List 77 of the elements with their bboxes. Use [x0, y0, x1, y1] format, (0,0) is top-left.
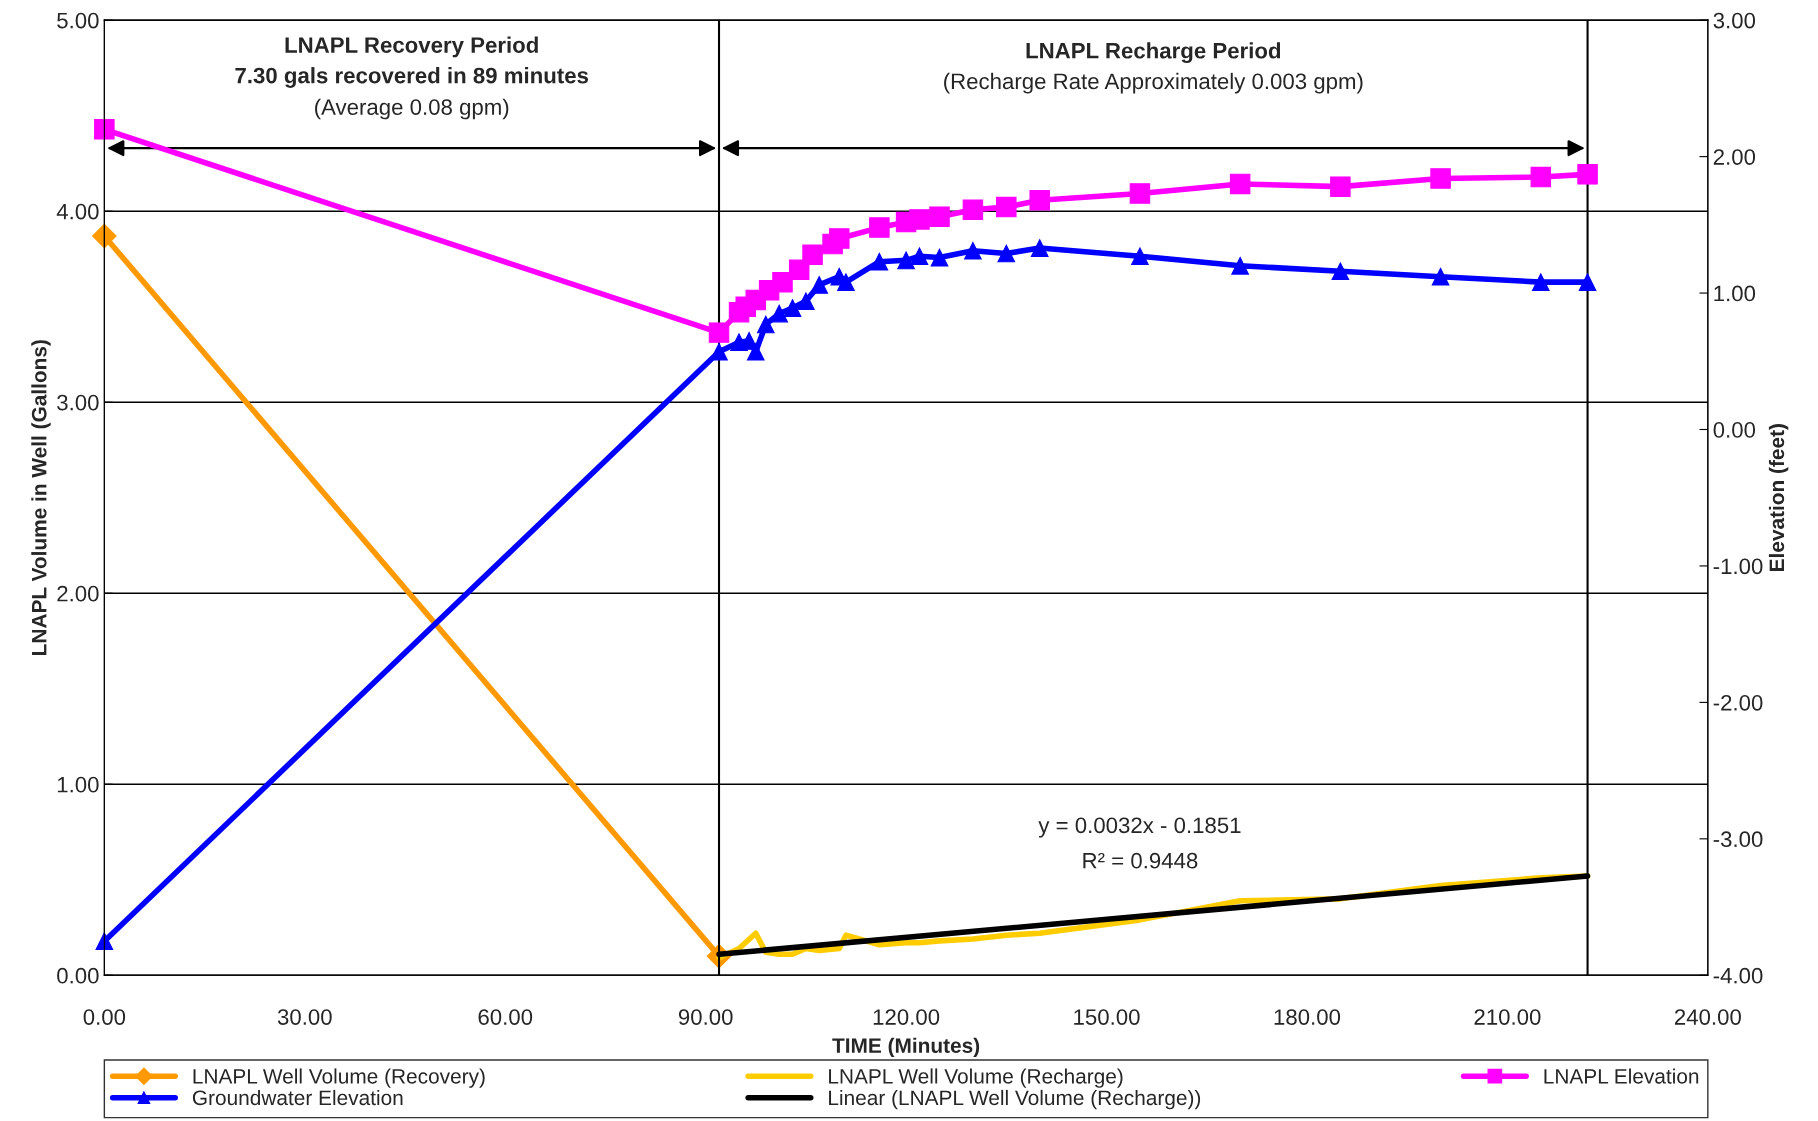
legend-label: LNAPL Well Volume (Recharge): [829, 1068, 1123, 1088]
y-tick-label: 2.00: [57, 585, 99, 602]
point: [829, 228, 850, 249]
point: [802, 244, 823, 266]
annotation: R² = 0.9448: [1083, 852, 1198, 869]
x-tick-label: 30.00: [277, 1009, 332, 1025]
annotation: 7.30 gals recovered in 89 minutes: [235, 67, 589, 88]
y2-tick-label: 2.00: [1713, 149, 1756, 165]
point: [1030, 239, 1049, 257]
point: [1577, 164, 1598, 185]
x-tick-label: 120.00: [873, 1009, 940, 1025]
point: [910, 247, 929, 266]
point: [797, 292, 815, 311]
point: [837, 273, 855, 291]
point: [708, 322, 730, 343]
y-tick-label: 0.00: [57, 967, 99, 984]
point: [783, 299, 802, 317]
point: [756, 315, 775, 334]
y2-tick-label: 3.00: [1713, 12, 1756, 29]
x-tick-label: 150.00: [1074, 1009, 1140, 1025]
x-tick-label: 60.00: [478, 1009, 533, 1025]
point: [1431, 267, 1450, 286]
point: [909, 209, 930, 230]
y2-tick-label: 0.00: [1713, 422, 1756, 438]
x-tick-label: 90.00: [678, 1009, 733, 1025]
point: [997, 244, 1016, 263]
y2-axis-title: Elevation (feet): [1768, 424, 1789, 571]
point: [962, 199, 984, 221]
legend-label: LNAPL Elevation: [1544, 1068, 1699, 1084]
legend-label: Linear (LNAPL Well Volume (Recharge)): [829, 1089, 1201, 1110]
point: [1029, 190, 1050, 211]
x-tick-label: 240.00: [1674, 1009, 1741, 1025]
y2-tick-label: -2.00: [1713, 694, 1763, 711]
point: [1331, 262, 1350, 281]
annotation: y = 0.0032x - 0.1851: [1038, 817, 1241, 838]
point: [1578, 273, 1597, 291]
point: [772, 271, 793, 293]
point: [1430, 168, 1451, 189]
point: [996, 196, 1017, 218]
point: [930, 248, 949, 267]
y2-tick-label: 1.00: [1714, 285, 1756, 302]
point: [929, 206, 950, 227]
point: [94, 119, 115, 140]
point: [1530, 166, 1552, 188]
annotation: (Recharge Rate Approximately 0.003 gpm): [944, 72, 1363, 94]
point: [897, 251, 915, 270]
point: [1229, 173, 1251, 195]
point: [1129, 183, 1151, 204]
y-tick-label: 5.00: [57, 12, 99, 29]
y-axis-title: LNAPL Volume in Well (Gallons): [31, 340, 51, 655]
point: [746, 342, 765, 361]
point: [870, 252, 889, 271]
point: [1131, 247, 1149, 266]
y-tick-label: 3.00: [57, 394, 99, 411]
legend-label: LNAPL Well Volume (Recovery): [193, 1068, 485, 1088]
point: [1231, 256, 1249, 275]
x-tick-label: 0.00: [83, 1009, 126, 1025]
point: [710, 342, 728, 361]
point: [770, 304, 788, 323]
point: [1531, 273, 1550, 291]
y2-tick-label: -1.00: [1713, 558, 1763, 575]
annotation: LNAPL Recovery Period: [285, 36, 538, 58]
point: [95, 932, 114, 951]
point: [1330, 176, 1351, 197]
y-tick-label: 1.00: [57, 776, 99, 793]
y-tick-label: 4.00: [56, 203, 99, 220]
x-axis-title: TIME (Minutes): [832, 1037, 980, 1058]
annotation: LNAPL Recharge Period: [1026, 42, 1281, 64]
y2-tick-label: -4.00: [1713, 967, 1763, 984]
legend-label: Groundwater Elevation: [192, 1089, 403, 1106]
point: [964, 241, 982, 260]
annotation: (Average 0.08 gpm): [315, 98, 509, 120]
point: [869, 217, 890, 238]
y2-tick-label: -3.00: [1713, 831, 1763, 848]
x-tick-label: 210.00: [1474, 1009, 1541, 1025]
point: [810, 276, 829, 294]
x-tick-label: 180.00: [1274, 1009, 1341, 1025]
